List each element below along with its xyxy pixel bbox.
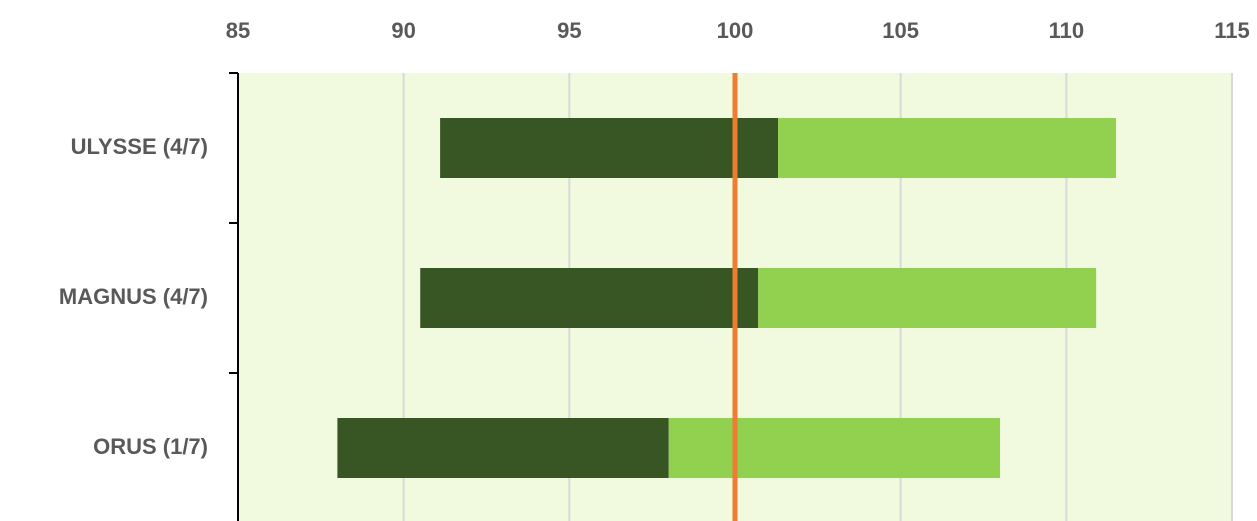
bar-high bbox=[778, 118, 1117, 178]
y-tick-label: MAGNUS (4/7) bbox=[59, 284, 208, 309]
bar-high bbox=[668, 418, 1001, 478]
x-tick-label: 95 bbox=[557, 18, 581, 43]
y-tick-label: ORUS (1/7) bbox=[93, 434, 208, 459]
x-tick-label: 90 bbox=[391, 18, 415, 43]
bar-low bbox=[440, 118, 779, 178]
x-tick-label: 100 bbox=[717, 18, 754, 43]
x-tick-label: 105 bbox=[882, 18, 919, 43]
x-tick-label: 110 bbox=[1049, 18, 1085, 43]
y-tick-label: ULYSSE (4/7) bbox=[71, 134, 208, 159]
bar-low bbox=[337, 418, 669, 478]
bar-high bbox=[758, 268, 1097, 328]
bar-low bbox=[420, 268, 759, 328]
x-tick-label: 115 bbox=[1214, 18, 1250, 43]
x-tick-label: 85 bbox=[226, 18, 250, 43]
